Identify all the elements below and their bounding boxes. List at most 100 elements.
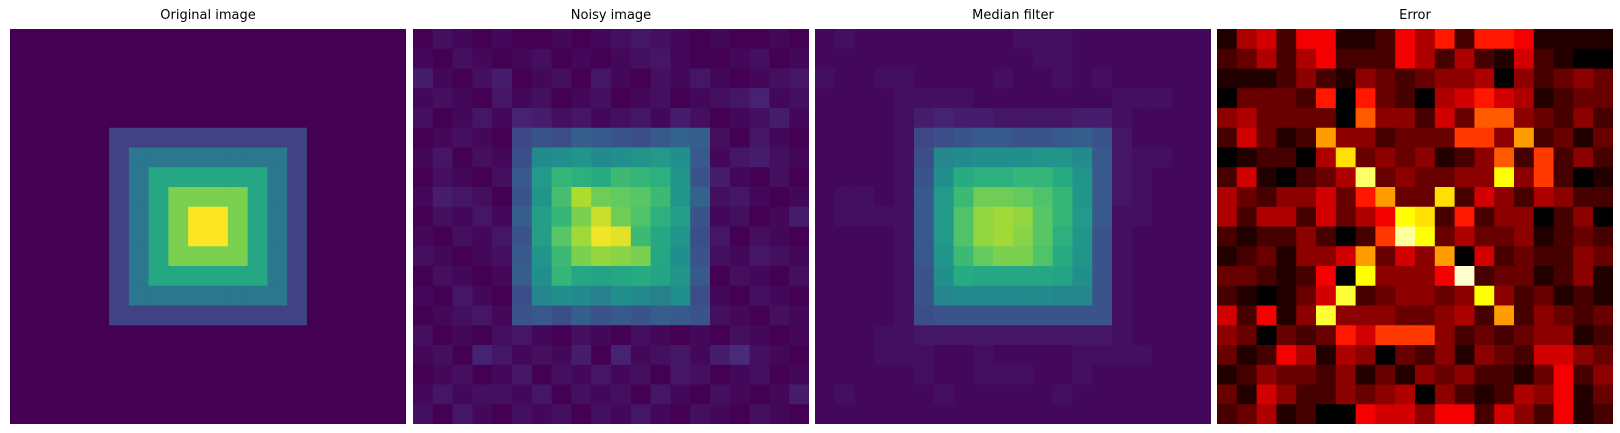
heatmap-cell bbox=[1171, 68, 1192, 89]
heatmap-cell bbox=[933, 127, 954, 148]
heatmap-cell bbox=[69, 127, 90, 148]
heatmap-cell bbox=[1131, 147, 1152, 168]
heatmap-cell bbox=[168, 285, 189, 306]
heatmap-cell bbox=[1514, 29, 1535, 50]
heatmap-cell bbox=[834, 325, 855, 346]
heatmap-cell bbox=[690, 187, 711, 208]
heatmap-cell bbox=[1514, 167, 1535, 188]
heatmap-cell bbox=[953, 68, 974, 89]
heatmap-cell bbox=[1474, 48, 1495, 69]
heatmap-cell bbox=[531, 266, 552, 287]
heatmap-cell bbox=[1553, 226, 1574, 247]
heatmap-cell bbox=[1434, 285, 1455, 306]
heatmap-cell bbox=[1276, 266, 1297, 287]
heatmap-cell bbox=[914, 364, 935, 385]
heatmap-cell bbox=[1474, 305, 1495, 326]
heatmap-cell bbox=[973, 305, 994, 326]
heatmap-cell bbox=[1236, 88, 1257, 109]
heatmap-cell bbox=[571, 364, 592, 385]
heatmap-cell bbox=[386, 345, 406, 366]
heatmap-cell bbox=[1296, 364, 1317, 385]
heatmap-cell bbox=[1072, 147, 1093, 168]
heatmap-cell bbox=[670, 48, 691, 69]
heatmap-cell bbox=[432, 88, 453, 109]
heatmap-cell bbox=[933, 48, 954, 69]
heatmap-cell bbox=[188, 325, 209, 346]
heatmap-cell bbox=[1151, 266, 1172, 287]
heatmap-cell bbox=[1256, 48, 1277, 69]
heatmap-cell bbox=[1256, 167, 1277, 188]
heatmap-cell bbox=[148, 345, 169, 366]
heatmap-cell bbox=[1355, 364, 1376, 385]
heatmap-cell bbox=[1533, 345, 1554, 366]
heatmap-cell bbox=[1131, 127, 1152, 148]
heatmap-cell bbox=[227, 48, 248, 69]
heatmap-cell bbox=[188, 345, 209, 366]
heatmap-cell bbox=[1032, 384, 1053, 405]
heatmap-cell bbox=[148, 167, 169, 188]
heatmap-cell bbox=[571, 88, 592, 109]
heatmap-cell bbox=[611, 305, 632, 326]
heatmap-cell bbox=[287, 29, 308, 50]
heatmap-cell bbox=[1316, 187, 1337, 208]
heatmap-cell bbox=[29, 305, 50, 326]
heatmap-cell bbox=[49, 167, 70, 188]
heatmap-cell bbox=[366, 147, 387, 168]
heatmap-cell bbox=[1434, 226, 1455, 247]
heatmap-cell bbox=[1112, 206, 1133, 227]
heatmap-cell bbox=[386, 364, 406, 385]
heatmap-cell bbox=[1171, 345, 1192, 366]
heatmap-cell bbox=[1494, 325, 1515, 346]
heatmap-cell bbox=[1052, 167, 1073, 188]
heatmap-cell bbox=[386, 88, 406, 109]
heatmap-cell bbox=[933, 384, 954, 405]
heatmap-cell bbox=[815, 167, 836, 188]
heatmap-cell bbox=[247, 29, 268, 50]
heatmap-cell bbox=[29, 167, 50, 188]
heatmap-cell bbox=[933, 206, 954, 227]
heatmap-cell bbox=[1131, 68, 1152, 89]
heatmap-cell bbox=[346, 364, 367, 385]
heatmap-cell bbox=[1217, 345, 1238, 366]
heatmap-cell bbox=[551, 285, 572, 306]
heatmap-cell bbox=[834, 364, 855, 385]
heatmap-cell bbox=[914, 206, 935, 227]
heatmap-cell bbox=[1296, 48, 1317, 69]
heatmap-cell bbox=[1434, 127, 1455, 148]
heatmap-cell bbox=[1236, 266, 1257, 287]
heatmap-cell bbox=[1013, 108, 1034, 129]
heatmap-cell bbox=[690, 88, 711, 109]
heatmap-cell bbox=[729, 29, 750, 50]
heatmap-cell bbox=[366, 167, 387, 188]
heatmap-cell bbox=[933, 305, 954, 326]
heatmap-cell bbox=[1375, 108, 1396, 129]
heatmap-cell bbox=[953, 305, 974, 326]
heatmap-cell bbox=[611, 266, 632, 287]
heatmap-cell bbox=[973, 384, 994, 405]
heatmap-cell bbox=[611, 364, 632, 385]
heatmap-cell bbox=[815, 325, 836, 346]
heatmap-cell bbox=[1013, 147, 1034, 168]
heatmap-cell bbox=[531, 285, 552, 306]
heatmap-cell bbox=[346, 266, 367, 287]
heatmap-cell bbox=[29, 127, 50, 148]
heatmap-cell bbox=[710, 29, 731, 50]
heatmap-cell bbox=[1454, 206, 1475, 227]
heatmap-cell bbox=[670, 187, 691, 208]
heatmap-cell bbox=[413, 404, 434, 424]
heatmap-cell bbox=[512, 384, 533, 405]
heatmap-cell bbox=[1395, 285, 1416, 306]
heatmap-cell bbox=[710, 384, 731, 405]
heatmap-cell bbox=[89, 246, 110, 267]
heatmap-cell bbox=[815, 246, 836, 267]
heatmap-cell bbox=[307, 48, 328, 69]
heatmap-cell bbox=[128, 404, 149, 424]
heatmap-cell bbox=[551, 226, 572, 247]
heatmap-cell bbox=[789, 206, 809, 227]
heatmap-cell bbox=[287, 404, 308, 424]
heatmap-cell bbox=[109, 226, 130, 247]
heatmap-cell bbox=[208, 325, 229, 346]
heatmap-cell bbox=[1335, 345, 1356, 366]
heatmap-cell bbox=[492, 305, 513, 326]
heatmap-cell bbox=[1236, 325, 1257, 346]
